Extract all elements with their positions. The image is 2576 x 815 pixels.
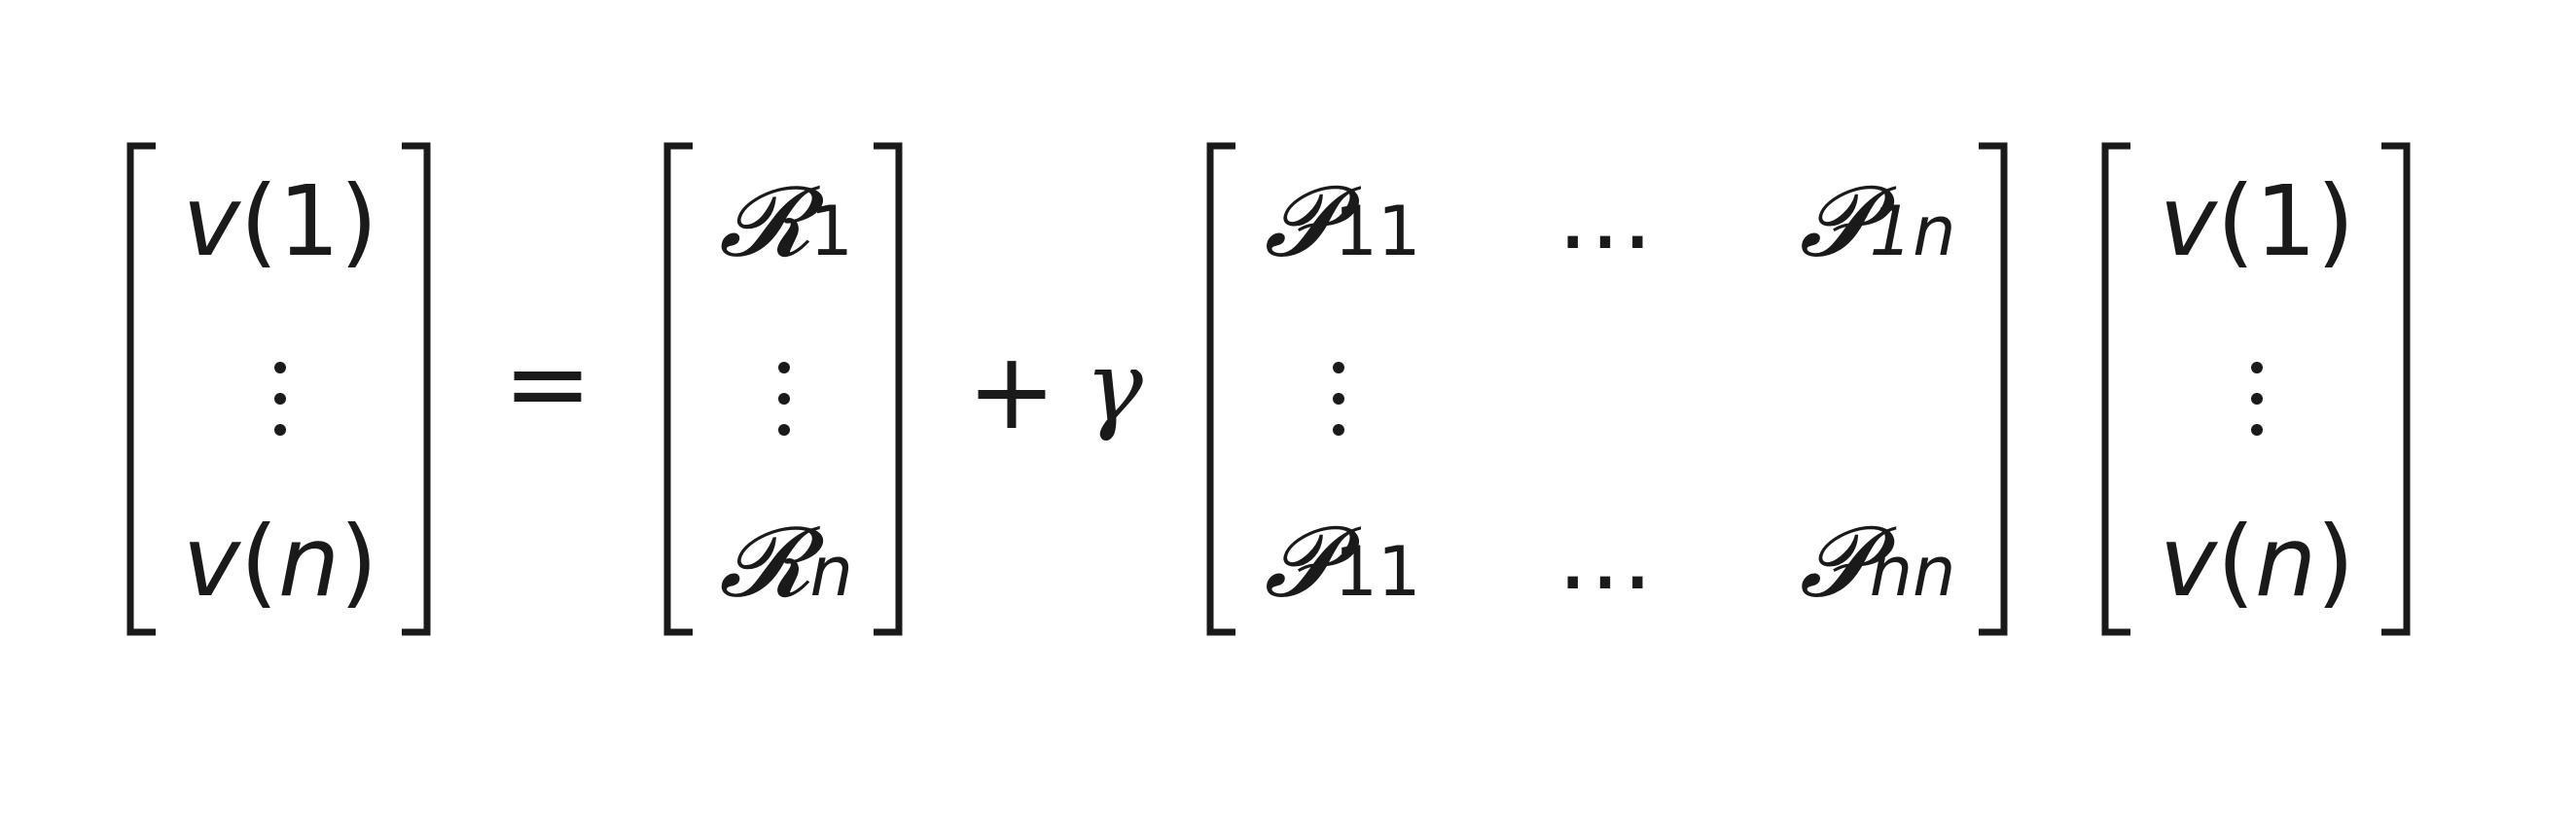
- lhs-right-bracket: [402, 142, 431, 636]
- lhs-vector: v(1) v(n): [126, 142, 431, 636]
- matrix-r3-c1: 𝓟11: [1264, 505, 1420, 619]
- lhs-top-entry: v(1): [183, 164, 378, 278]
- lhs-vertical-dots: [274, 362, 286, 436]
- rhs-right-bracket: [2381, 142, 2411, 636]
- matrix-left-bracket: [1206, 142, 1235, 636]
- plus-sign: +: [967, 329, 1056, 453]
- rhs-vertical-dots: [2251, 362, 2263, 436]
- rhs-bottom-entry: v(n): [2160, 505, 2355, 619]
- reward-right-bracket: [874, 142, 903, 636]
- reward-left-bracket: [663, 142, 693, 636]
- matrix-r1-c3: 𝓟1n: [1799, 164, 1955, 278]
- reward-vertical-dots: [778, 362, 790, 436]
- lhs-bottom-entry: v(n): [183, 505, 378, 619]
- matrix-r2-c1-vertical-dots: [1333, 362, 1344, 436]
- reward-bottom-entry: 𝓡n: [719, 505, 853, 619]
- reward-vector: 𝓡1 𝓡n: [663, 142, 903, 636]
- transition-matrix: 𝓟11 … 𝓟1n 𝓟11 … 𝓟nn: [1206, 142, 2008, 636]
- matrix-r1-c2-ellipsis: …: [1556, 158, 1654, 271]
- rhs-top-entry: v(1): [2160, 164, 2355, 278]
- lhs-left-bracket: [126, 142, 156, 636]
- matrix-r3-c3: 𝓟nn: [1800, 505, 1956, 619]
- gamma-symbol: γ: [1085, 330, 1143, 443]
- matrix-r3-c2-ellipsis: …: [1556, 498, 1654, 612]
- rhs-left-bracket: [2101, 142, 2130, 636]
- reward-top-entry: 𝓡1: [719, 164, 853, 278]
- matrix-r1-c1: 𝓟11: [1264, 164, 1420, 278]
- equals-sign: =: [503, 321, 592, 445]
- matrix-right-bracket: [1979, 142, 2008, 636]
- rhs-vector: v(1) v(n): [2101, 142, 2411, 636]
